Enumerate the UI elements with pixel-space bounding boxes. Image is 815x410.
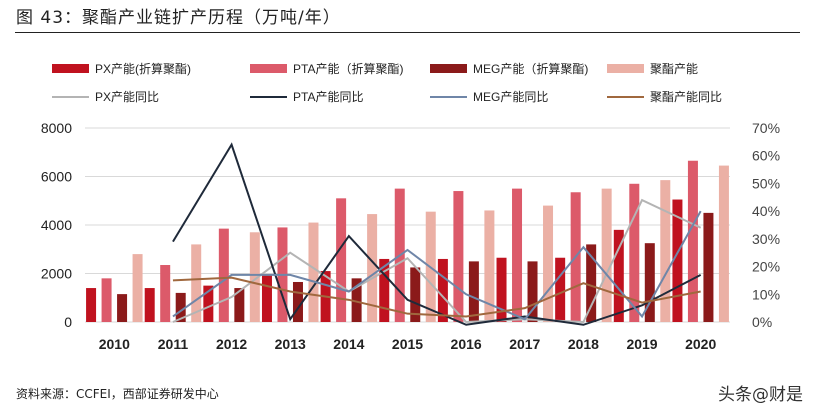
bar-3 [484, 210, 495, 322]
bar-0 [496, 257, 507, 322]
legend-label: MEG产能（折算聚酯) [473, 61, 588, 76]
bar-1 [160, 265, 171, 322]
bar-1 [218, 228, 229, 322]
legend-swatch-bar-2 [430, 64, 467, 73]
bar-3 [543, 205, 554, 322]
legend-label: MEG产能同比 [473, 90, 548, 104]
x-tick-label: 2016 [451, 336, 482, 352]
bar-1 [101, 278, 112, 322]
bar-3 [249, 232, 260, 322]
chart: 0 2000 4000 6000 8000 0% 10% 20% 30% 40% 50% 60% 70%… [41, 61, 780, 352]
y-right-tick-label: 10% [752, 286, 780, 302]
bar-3 [308, 222, 319, 322]
x-tick-label: 2012 [216, 336, 247, 352]
watermark: 头条@财是 [718, 385, 803, 405]
legend-label: PX产能(折算聚酯) [95, 61, 191, 76]
bar-1 [512, 188, 523, 322]
bar-3 [601, 188, 612, 322]
legend-swatch-bar-3 [607, 64, 644, 73]
bar-2 [644, 243, 655, 322]
legend-label: 聚酯产能同比 [650, 90, 722, 104]
bar-0 [672, 199, 683, 322]
legend-swatch-bar-1 [250, 64, 287, 73]
line-1 [172, 142, 702, 326]
bar-2 [586, 244, 597, 322]
y-right-tick-label: 0% [752, 314, 772, 330]
bar-1 [453, 191, 464, 322]
bar-1 [687, 160, 698, 322]
y-left-tick-label: 0 [64, 314, 72, 330]
bar-2 [292, 281, 303, 322]
bar-2 [527, 261, 538, 322]
y-right-tick-label: 40% [752, 203, 780, 219]
y-left-tick-label: 6000 [41, 169, 72, 185]
bar-2 [117, 294, 128, 322]
bar-1 [336, 198, 347, 322]
x-tick-label: 2019 [626, 336, 657, 352]
x-tick-label: 2015 [392, 336, 423, 352]
x-tick-label: 2013 [275, 336, 306, 352]
x-tick-label: 2011 [158, 336, 189, 352]
y-left-tick-label: 2000 [41, 266, 72, 282]
y-right-tick-label: 70% [752, 120, 780, 136]
bar-2 [703, 212, 714, 322]
bar-0 [144, 288, 155, 322]
bar-0 [261, 274, 272, 322]
legend-label: PTA产能（折算聚酯) [293, 61, 403, 76]
x-tick-label: 2014 [333, 336, 364, 352]
bar-0 [555, 257, 566, 322]
x-tick-label: 2018 [568, 336, 599, 352]
x-tick-label: 2017 [509, 336, 540, 352]
y-right-tick-label: 20% [752, 259, 780, 275]
bar-2 [234, 288, 245, 322]
bar-1 [629, 183, 640, 322]
bar-0 [86, 288, 97, 322]
bar-2 [468, 261, 479, 322]
bar-2 [175, 292, 186, 322]
x-tick-label: 2010 [99, 336, 130, 352]
source-note: 资料来源：CCFEI，西部证券研发中心 [16, 387, 219, 401]
figure-title: 图 43：聚酯产业链扩产历程（万吨/年） [16, 8, 341, 28]
bar-3 [191, 244, 202, 322]
title-rule [15, 32, 800, 33]
bar-0 [613, 229, 624, 322]
line-3 [172, 276, 701, 318]
bar-2 [351, 278, 362, 322]
y-right-tick-label: 60% [752, 148, 780, 164]
bar-3 [660, 180, 671, 322]
y-right-tick-label: 30% [752, 231, 780, 247]
y-left-tick-label: 8000 [41, 120, 72, 136]
x-tick-label: 2020 [685, 336, 716, 352]
bar-0 [379, 258, 390, 322]
legend-label: PX产能同比 [95, 90, 159, 104]
legend-swatch-bar-0 [52, 64, 89, 73]
bar-3 [132, 254, 143, 322]
bar-0 [437, 258, 448, 322]
legend-label: PTA产能同比 [293, 90, 363, 104]
bar-3 [367, 214, 378, 322]
y-left-tick-label: 4000 [41, 217, 72, 233]
bar-0 [203, 285, 214, 322]
legend-label: 聚酯产能 [650, 62, 698, 76]
bar-3 [718, 165, 729, 322]
bar-2 [410, 267, 421, 322]
line-2 [172, 210, 702, 321]
y-right-tick-label: 50% [752, 175, 780, 191]
